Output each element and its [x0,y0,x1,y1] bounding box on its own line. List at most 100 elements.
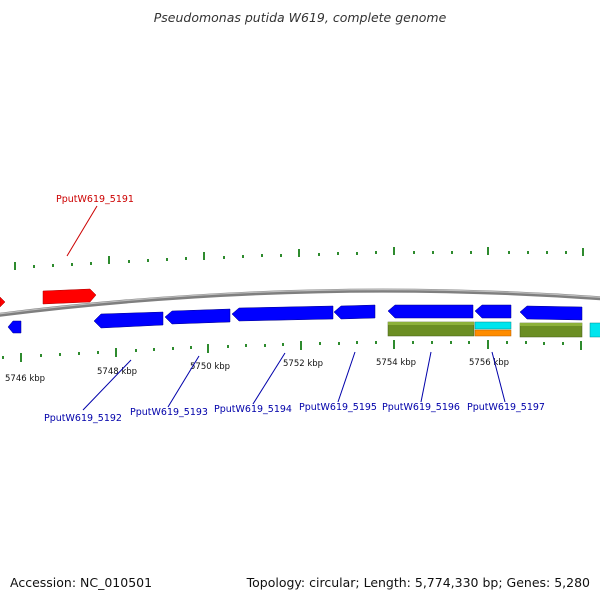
gene-arrow-reverse[interactable] [7,320,22,334]
gene-arrow-pputw619-5193[interactable] [164,308,231,325]
tick-mark [40,354,42,357]
feature-track [387,321,600,338]
gene-label-pputw619-5192[interactable]: PputW619_5192 [44,413,122,424]
tick-mark [2,356,4,359]
forward-genes [0,288,97,308]
tick-mark [338,342,340,345]
tick-mark [337,252,339,255]
genome-info-text: Topology: circular; Length: 5,774,330 bp… [246,575,590,590]
tick-mark [318,253,320,256]
tick-mark [33,265,35,268]
tick-mark [468,341,470,344]
reverse-genes [7,304,583,334]
gene-label-pputw619-5197[interactable]: PputW619_5197 [467,402,545,413]
tick-mark [356,341,358,344]
tick-mark [97,351,99,354]
tick-mark [203,252,205,260]
tick-mark [242,255,244,258]
leader-line-5194 [252,352,286,405]
tick-mark [431,341,433,344]
tick-mark [487,247,489,255]
map-title: Pseudomonas putida W619, complete genome [153,10,447,25]
tick-mark [543,342,545,345]
misc-feature-cyan[interactable] [589,322,600,338]
tick-mark [487,340,489,349]
gene-arrow-pputw619-5192[interactable] [93,311,164,329]
tick-mark [393,340,395,349]
tick-mark [319,342,321,345]
tick-mark [580,341,582,350]
gene-arrow-pputw619-5195[interactable] [333,304,376,320]
tick-mark [52,264,54,267]
tick-mark [59,353,61,356]
tick-mark [71,263,73,266]
tick-mark [280,254,282,257]
misc-feature-cyan[interactable] [474,321,512,330]
misc-feature-orange[interactable] [474,329,512,337]
tick-mark [432,251,434,254]
tick-mark [375,341,377,344]
gene-arrow-pputw619-5196[interactable] [387,304,474,319]
tick-mark [546,251,548,254]
tick-mark [300,341,302,350]
leader-line-5192 [82,359,132,411]
tick-mark [78,352,80,355]
tick-mark [264,344,266,347]
accession-text: Accession: NC_010501 [10,575,153,590]
scale-label: 5748 kbp [97,367,137,377]
leader-line-5191 [66,205,98,257]
scale-label: 5746 kbp [5,374,45,384]
tick-mark [451,251,453,254]
tick-mark [356,252,358,255]
tick-mark [298,249,300,257]
gene-arrow-forward[interactable] [0,296,6,308]
gene-arrow-pputw619-5194[interactable] [231,305,334,322]
tick-mark [135,349,137,352]
scale-label: 5754 kbp [376,358,416,368]
tick-mark [565,251,567,254]
tick-mark [185,257,187,260]
tick-mark [282,343,284,346]
gene-arrow-pputw619-5191[interactable] [42,288,97,305]
tick-mark [582,248,584,256]
tick-mark [108,256,110,264]
tick-mark [14,262,16,270]
tick-mark [20,353,22,362]
gene-label-pputw619-5196[interactable]: PputW619_5196 [382,402,460,413]
label-leaders [66,205,506,411]
tick-mark [508,251,510,254]
scale-label: 5752 kbp [283,359,323,369]
tick-mark [562,342,564,345]
gene-label-pputw619-5193[interactable]: PputW619_5193 [130,407,208,418]
tick-mark [128,260,130,263]
scale-label: 5750 kbp [190,362,230,372]
leader-line-5195 [337,351,356,403]
gene-label-pputw619-5191[interactable]: PputW619_5191 [56,194,134,205]
gene-label-pputw619-5194[interactable]: PputW619_5194 [214,404,292,415]
tick-mark [223,256,225,259]
gene-arrow-pputw619-5197[interactable] [474,304,512,319]
inner-tick-row [2,340,582,362]
tick-mark [227,345,229,348]
cds-feature-highlight [388,322,474,325]
leader-line-5193 [167,355,200,408]
gene-arrow-reverse[interactable] [519,305,583,321]
tick-mark [207,344,209,353]
gene-label-pputw619-5195[interactable]: PputW619_5195 [299,402,377,413]
tick-mark [525,341,527,344]
tick-mark [450,341,452,344]
cds-feature-highlight [520,323,582,326]
tick-mark [172,347,174,350]
scale-label: 5756 kbp [469,358,509,368]
tick-mark [153,348,155,351]
leader-line-5196 [420,351,432,403]
tick-mark [375,251,377,254]
tick-mark [506,341,508,344]
tick-mark [166,258,168,261]
tick-mark [245,344,247,347]
tick-mark [147,259,149,262]
genome-backbone [0,288,600,317]
tick-mark [115,348,117,357]
scale-labels: 5746 kbp 5748 kbp 5750 kbp 5752 kbp 5754… [5,358,509,384]
